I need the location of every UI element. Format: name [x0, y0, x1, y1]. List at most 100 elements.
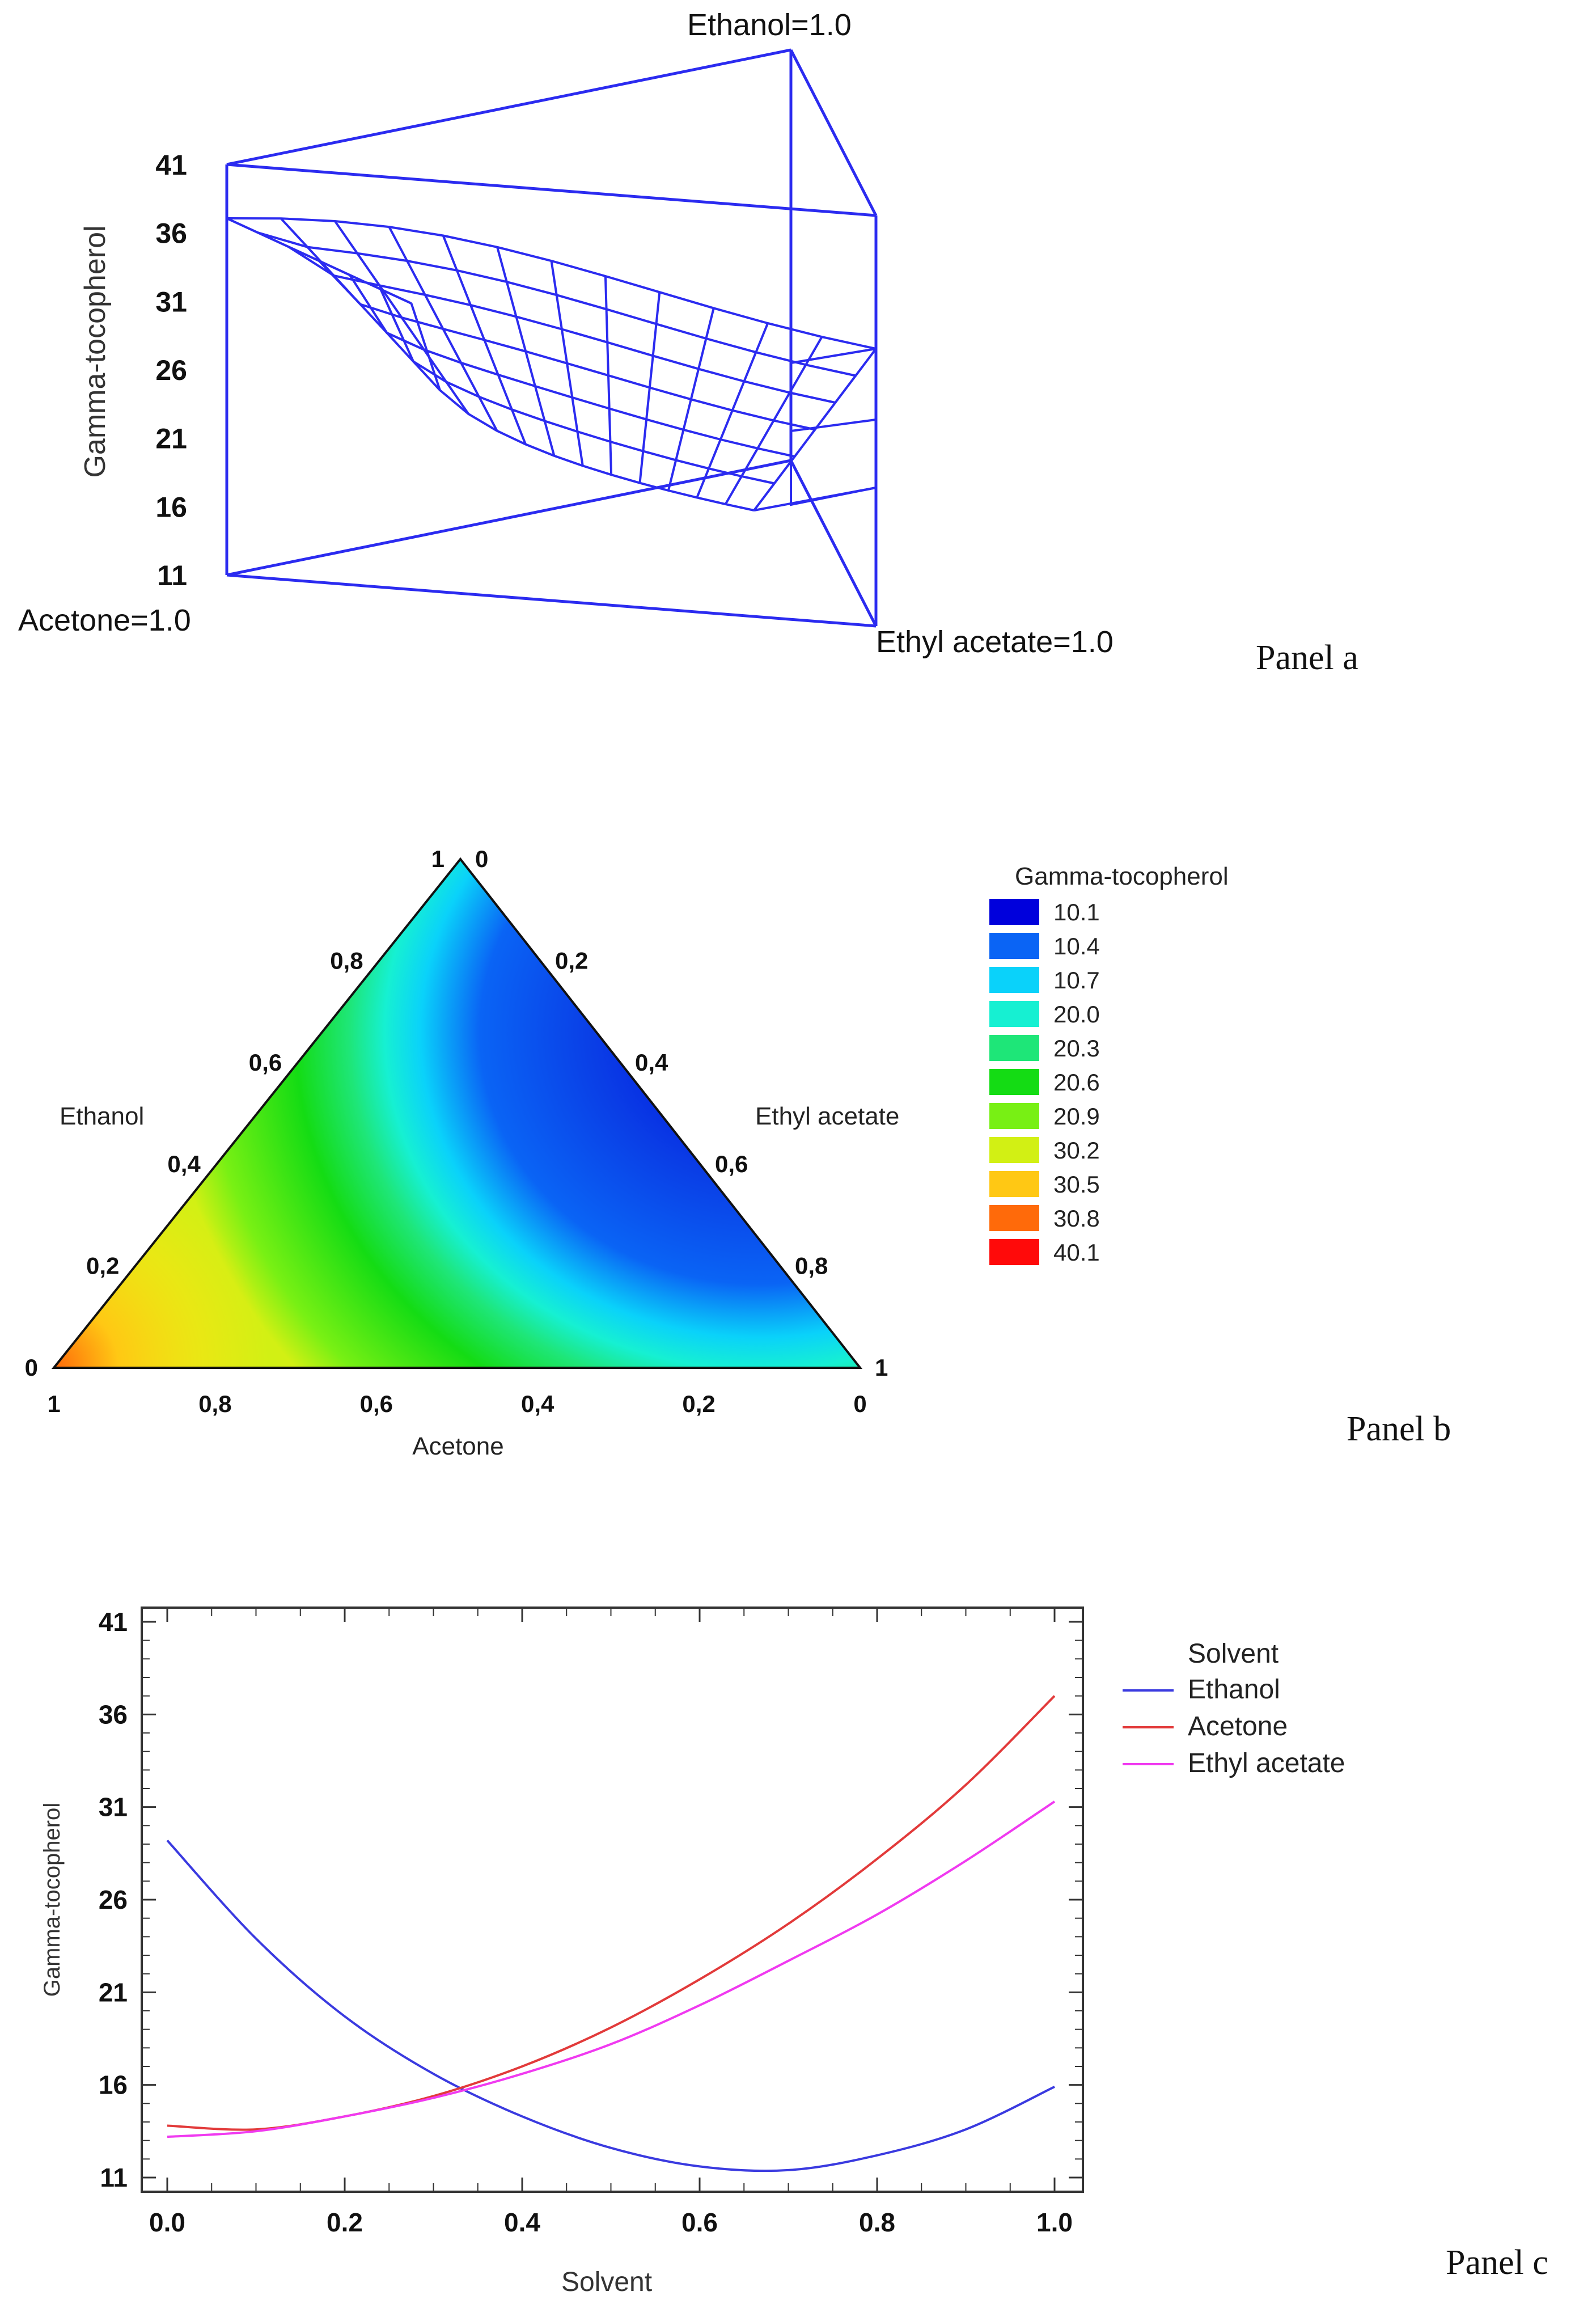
legend-swatch — [989, 933, 1039, 959]
z-tick-label: 11 — [157, 560, 187, 591]
axis-label-ethanol: Ethanol — [60, 1102, 144, 1130]
x-tick-label: 0.2 — [327, 2208, 363, 2237]
ternary-fill — [54, 859, 860, 1368]
ternary-tick-label: 0,6 — [360, 1390, 393, 1417]
legend-label: 20.6 — [1053, 1069, 1100, 1096]
legend-label: 30.8 — [1053, 1205, 1100, 1232]
ternary-tick-label: 1 — [431, 845, 444, 872]
vertex-label-right: Ethyl acetate=1.0 — [876, 625, 1114, 659]
mesh-line — [753, 348, 877, 511]
mesh-line — [318, 260, 815, 431]
legend-title: Gamma-tocopherol — [1015, 863, 1229, 890]
mesh-line — [334, 220, 469, 415]
ternary-tick-label: 0,8 — [795, 1253, 828, 1279]
y-tick-label: 21 — [99, 1977, 128, 2007]
ternary-legend: 10.1 10.4 10.7 20.0 20.3 20.6 20.9 30.2 30.5 30.8… — [989, 899, 1100, 1266]
ternary-tick-label: 1 — [47, 1390, 60, 1417]
series-line-acetone — [167, 1695, 1056, 2131]
wireframe-box — [225, 48, 878, 628]
ternary-tick-label: 0,2 — [86, 1253, 119, 1279]
legend-label: 30.5 — [1053, 1171, 1100, 1198]
y-tick-label: 36 — [99, 1700, 128, 1729]
x-tick-label: 1.0 — [1036, 2208, 1073, 2237]
legend-label: 20.9 — [1053, 1103, 1100, 1130]
series-lines — [166, 1695, 1056, 2172]
legend-label: 20.3 — [1053, 1035, 1100, 1062]
mesh-line — [257, 231, 856, 377]
y-axis-label: Gamma-tocopherol — [40, 1803, 65, 1997]
mesh-line — [604, 276, 613, 475]
axis-ticks: 11 16 21 26 31 36 41 0.0 0.2 0.4 0.6 0.8 1.0 — [99, 1607, 1083, 2237]
plot-frame — [141, 1607, 1084, 2193]
ternary-tick-label: 0,2 — [555, 947, 588, 974]
legend-label: 40.1 — [1053, 1239, 1100, 1266]
panel-b-label: Panel b — [1347, 1410, 1451, 1448]
mesh-line — [696, 323, 769, 498]
legend-label: Acetone — [1188, 1711, 1288, 1741]
ternary-tick-labels: 00,20,40,60,81 00,20,40,60,811 0,8 0,6 0,4 0,… — [25, 845, 888, 1417]
ternary-tick-label: 0,6 — [249, 1049, 282, 1076]
y-tick-label: 16 — [99, 2070, 128, 2100]
x-tick-label: 0.6 — [681, 2208, 718, 2237]
z-tick-label: 16 — [155, 491, 187, 523]
z-tick-label: 21 — [155, 423, 187, 455]
legend-label: Ethyl acetate — [1188, 1748, 1345, 1778]
legend-swatch — [989, 1069, 1039, 1095]
z-tick-label: 36 — [155, 218, 187, 250]
mesh-line — [724, 336, 823, 505]
ternary-tick-label: 0,6 — [715, 1151, 748, 1177]
mesh-line — [550, 260, 584, 466]
x-tick-label: 0.4 — [504, 2208, 540, 2237]
y-tick-label: 11 — [100, 2163, 128, 2192]
mesh-line — [667, 307, 715, 491]
vertex-label-top: Ethanol=1.0 — [687, 8, 852, 42]
axis-label-acetone: Acetone — [412, 1432, 503, 1460]
legend-label: 30.2 — [1053, 1137, 1100, 1164]
mesh-line — [496, 247, 556, 456]
y-tick-label: 26 — [99, 1885, 128, 1914]
vertex-label-left: Acetone=1.0 — [18, 603, 191, 637]
legend-label: 20.0 — [1053, 1001, 1100, 1028]
y-tick-label: 31 — [99, 1793, 128, 1822]
ternary-tick-label: 0,4 — [521, 1390, 554, 1417]
axis-label-ethyl-acetate: Ethyl acetate — [755, 1102, 899, 1130]
mesh-line — [388, 226, 498, 432]
legend-swatch — [989, 1103, 1039, 1129]
legend-label: 10.1 — [1053, 899, 1100, 925]
ternary-tick-label: 0 — [25, 1354, 38, 1381]
panel-c-label: Panel c — [1446, 2243, 1548, 2282]
ternary-tick-label: 0,8 — [330, 947, 363, 974]
mesh-line — [226, 217, 877, 350]
series-line-ethanol — [166, 1840, 1055, 2172]
legend-swatch — [989, 1171, 1039, 1197]
panel-a-surface-plot: 41 36 31 26 21 16 11 Gamma-tocopherol Ethanol=… — [18, 8, 1358, 677]
mesh-line — [442, 235, 527, 445]
legend-label: 10.4 — [1053, 933, 1100, 959]
x-tick-label: 0.0 — [149, 2208, 185, 2237]
response-surface-mesh — [226, 217, 877, 511]
legend-swatch — [989, 1239, 1039, 1265]
legend-swatch — [989, 1035, 1039, 1061]
ternary-tick-label: 0 — [475, 845, 488, 872]
legend-swatch — [989, 1001, 1039, 1027]
z-axis-ticks: 41 36 31 26 21 16 11 — [155, 149, 187, 591]
series-line-ethyl-acetate — [167, 1800, 1056, 2138]
ternary-outline — [51, 857, 863, 1369]
mesh-line — [638, 291, 661, 483]
ternary-tick-label: 1 — [875, 1354, 888, 1381]
y-tick-label: 41 — [99, 1607, 128, 1637]
mesh-line — [280, 217, 441, 391]
panel-a-label: Panel a — [1256, 639, 1358, 677]
panel-b-ternary-contour: 00,20,40,60,81 00,20,40,60,811 0,8 0,6 0,4 0,… — [25, 845, 1451, 1460]
panel-c-line-chart: 11 16 21 26 31 36 41 0.0 0.2 0.4 0.6 0.8 1.0 Solvent… — [40, 1607, 1548, 2297]
legend-title: Solvent — [1188, 1639, 1279, 1669]
legend-label: 10.7 — [1053, 967, 1100, 994]
legend-swatch — [989, 967, 1039, 993]
mesh-line — [753, 363, 877, 511]
z-tick-label: 41 — [155, 149, 187, 181]
legend-swatch — [989, 899, 1039, 925]
legend-label: Ethanol — [1188, 1675, 1280, 1705]
ternary-tick-label: 0,4 — [635, 1049, 668, 1076]
x-axis-label: Solvent — [561, 2267, 652, 2297]
z-tick-label: 26 — [155, 354, 187, 386]
